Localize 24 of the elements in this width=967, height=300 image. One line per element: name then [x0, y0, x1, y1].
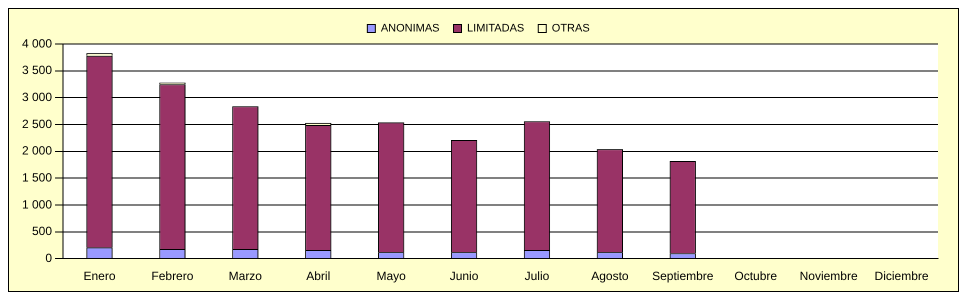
legend-label: OTRAS — [552, 22, 590, 35]
x-tick-label: Junio — [450, 269, 479, 284]
x-tick-label: Diciembre — [874, 269, 929, 284]
y-tick-label: 2 500 — [22, 116, 52, 131]
y-tick-label: 1 000 — [22, 197, 52, 212]
x-tick-label: Enero — [83, 269, 116, 284]
y-tick-label: 4 000 — [22, 36, 52, 50]
y-tick-label: 500 — [32, 224, 52, 238]
x-tick-label: Abril — [306, 269, 330, 284]
y-tick-label: 0 — [45, 250, 52, 265]
x-tick-label: Marzo — [228, 269, 262, 284]
y-tick-label: 2 000 — [22, 144, 52, 158]
legend-label: ANONIMAS — [380, 22, 440, 35]
x-tick-label: Febrero — [151, 269, 194, 284]
x-tick-label: Mayo — [376, 269, 406, 284]
x-tick-label: Septiembre — [652, 269, 714, 284]
x-tick-label: Agosto — [591, 269, 629, 284]
y-tick-label: 3 000 — [22, 90, 52, 104]
y-tick-label: 1 500 — [22, 170, 52, 184]
x-tick-label: Octubre — [734, 269, 778, 284]
x-tick-label: Noviembre — [800, 269, 858, 284]
y-tick-label: 3 500 — [22, 63, 52, 78]
legend-label: LIMITADAS — [467, 22, 524, 35]
x-tick-label: Julio — [524, 269, 550, 284]
